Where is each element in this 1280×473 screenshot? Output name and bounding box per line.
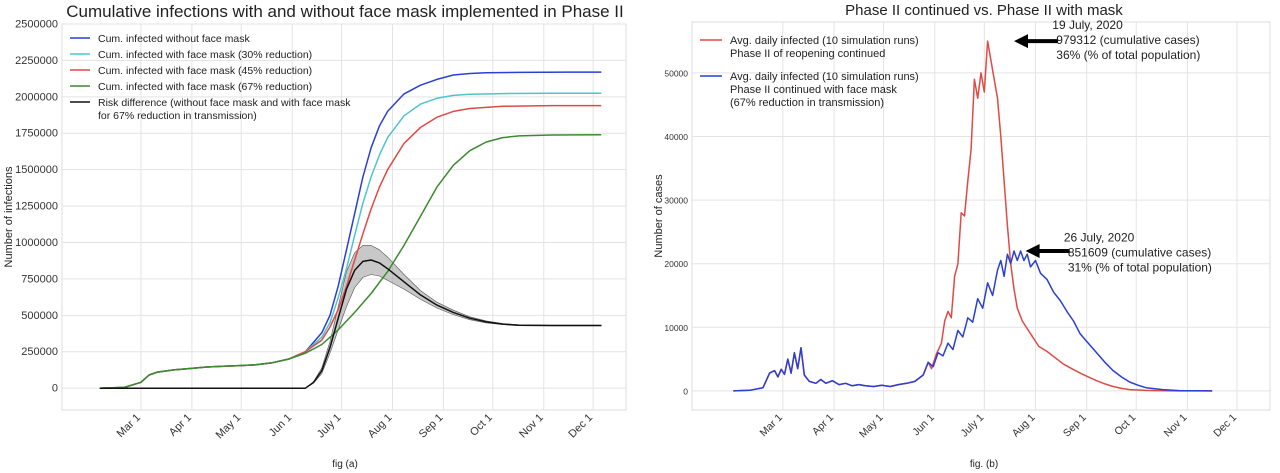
chart-b-title: Phase II continued vs. Phase II with mas… (845, 2, 1123, 19)
x-tick-label: Dec 1 (1211, 412, 1239, 440)
x-tick-label: Oct 1 (1112, 412, 1138, 438)
legend-label: Cum. infected with face mask (45% reduct… (98, 65, 312, 77)
legend-label: Cum. infected with face mask (30% reduct… (98, 49, 312, 61)
x-tick-label: Mar 1 (757, 412, 785, 440)
chart-a-plot-area (61, 23, 627, 411)
y-tick-label: 0 (52, 383, 58, 395)
y-tick-label: 750000 (21, 273, 58, 285)
annotation-arrow-head (1025, 243, 1040, 258)
x-tick-label: Nov 1 (517, 412, 546, 441)
x-tick-label: Apr 1 (810, 412, 836, 438)
chart-b-series (733, 40, 1213, 392)
x-tick-label: Aug 1 (1010, 412, 1038, 440)
chart-a-legend: Cum. infected without face mask Cum. infe… (70, 33, 351, 122)
chart-a-ylabel: Number of infections (3, 166, 15, 267)
chart-a: Cumulative infections with and without f… (3, 2, 627, 470)
series-line (733, 250, 1213, 392)
y-tick-label: 0 (683, 386, 688, 396)
y-tick-label: 10000 (664, 323, 688, 333)
chart-b-plot-area (691, 21, 1271, 411)
x-tick-label: Aug 1 (366, 412, 395, 441)
x-tick-label: Jun 1 (910, 412, 937, 439)
annotation-text: 19 July, 2020 (1052, 18, 1123, 32)
legend-label: Risk difference (without face mask and w… (98, 97, 351, 109)
y-tick-label: 1750000 (15, 128, 58, 140)
x-tick-label: Apr 1 (167, 412, 194, 439)
chart-b-ylabel: Number of cases (653, 174, 665, 258)
y-tick-label: 1000000 (15, 237, 58, 249)
y-tick-label: 500000 (21, 310, 58, 322)
legend-label: Avg. daily infected (10 simulation runs) (730, 35, 919, 47)
y-tick-label: 2500000 (15, 19, 58, 31)
legend-label: (67% reduction in transmission) (730, 97, 884, 109)
y-tick-label: 30000 (664, 196, 688, 206)
annotation-arrow-head (1014, 34, 1029, 49)
x-tick-label: July 1 (959, 412, 987, 440)
legend-label: Phase II of reopening continued (730, 48, 885, 60)
x-tick-label: May 1 (214, 412, 244, 442)
x-tick-label: May 1 (857, 412, 886, 441)
y-tick-label: 50000 (664, 68, 688, 78)
legend-label: for 67% reduction in transmission) (98, 110, 257, 122)
x-tick-label: Sep 1 (1061, 412, 1089, 440)
chart-b: Phase II continued vs. Phase II with mas… (653, 2, 1271, 470)
x-tick-label: Sep 1 (417, 412, 446, 441)
annotation-text: 979312 (cumulative cases) (1056, 33, 1199, 47)
y-tick-label: 1500000 (15, 164, 58, 176)
legend-label: Cum. infected without face mask (98, 33, 250, 45)
x-tick-label: Dec 1 (566, 412, 595, 441)
chart-a-title: Cumulative infections with and without f… (66, 2, 624, 21)
series-line (99, 133, 602, 389)
y-tick-label: 40000 (664, 132, 688, 142)
chart-b-y-ticks: 0 10000 20000 30000 40000 50000 (664, 68, 688, 396)
chart-a-series (99, 71, 602, 389)
chart-b-xlabel: fig. (b) (970, 459, 998, 470)
x-tick-label: Oct 1 (468, 412, 495, 439)
legend-label: Cum. infected with face mask (67% reduct… (98, 81, 312, 93)
legend-label: Phase II continued with face mask (730, 84, 897, 96)
chart-b-x-ticks: Mar 1 Apr 1 May 1 Jun 1 July 1 Aug 1 Sep 1 Oct … (757, 412, 1239, 441)
y-tick-label: 250000 (21, 346, 58, 358)
chart-a-xlabel: fig (a) (332, 459, 358, 470)
x-tick-label: Jun 1 (267, 412, 295, 440)
x-tick-label: Nov 1 (1162, 412, 1190, 440)
chart-a-y-ticks: 0 250000 500000 750000 1000000 1250000 1500000… (15, 19, 58, 395)
annotation-text: 851609 (cumulative cases) (1068, 245, 1211, 259)
annotation-text: 26 July, 2020 (1064, 230, 1135, 244)
series-line (99, 259, 602, 389)
chart-b-legend: Avg. daily infected (10 simulation runs)… (700, 35, 919, 109)
chart-a-grid (62, 23, 626, 410)
annotation-text: 31% (% of total population) (1068, 260, 1212, 274)
y-tick-label: 2000000 (15, 91, 58, 103)
y-tick-label: 20000 (664, 259, 688, 269)
y-tick-label: 1250000 (15, 201, 58, 213)
annotation-text: 36% (% of total population) (1056, 48, 1200, 62)
x-tick-label: Mar 1 (115, 412, 143, 440)
legend-label: Avg. daily infected (10 simulation runs) (730, 71, 919, 83)
x-tick-label: July 1 (315, 412, 344, 441)
y-tick-label: 2250000 (15, 55, 58, 67)
chart-a-x-ticks: Mar 1 Apr 1 May 1 Jun 1 July 1 Aug 1 Sep 1 Oct … (115, 412, 596, 442)
